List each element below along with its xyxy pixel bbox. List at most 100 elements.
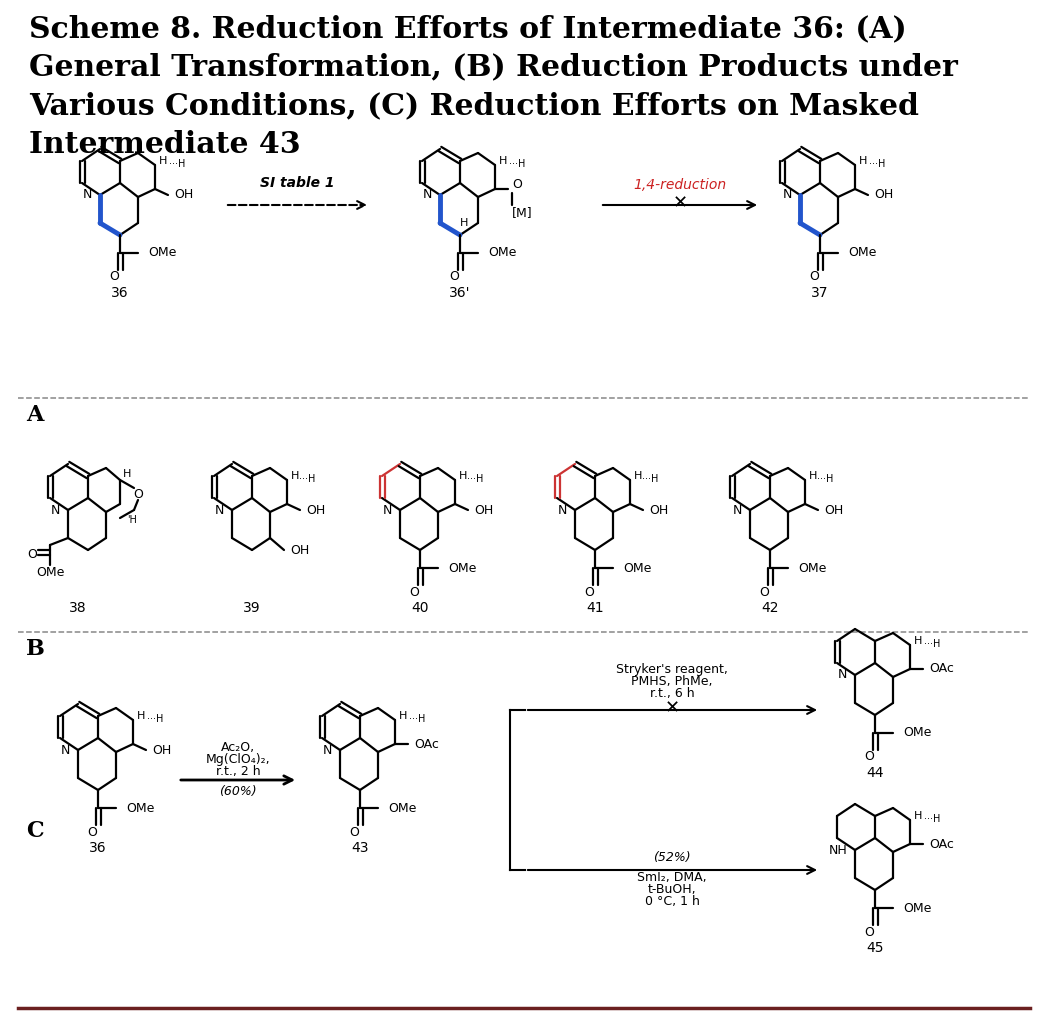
Text: O: O	[511, 178, 522, 191]
Text: O: O	[349, 825, 359, 839]
Text: ···H: ···H	[409, 714, 426, 724]
Text: PMHS, PhMe,: PMHS, PhMe,	[631, 676, 712, 688]
Text: H: H	[809, 471, 817, 481]
Text: 44: 44	[866, 766, 884, 780]
Text: 37: 37	[812, 286, 828, 300]
Text: 36: 36	[89, 841, 107, 855]
Text: Ac₂O,: Ac₂O,	[221, 741, 255, 755]
Text: OMe: OMe	[448, 561, 476, 574]
Text: SmI₂, DMA,: SmI₂, DMA,	[637, 871, 707, 885]
Text: 0 °C, 1 h: 0 °C, 1 h	[644, 896, 700, 908]
Text: [M]: [M]	[511, 207, 532, 219]
Text: H: H	[914, 811, 923, 821]
Text: OH: OH	[474, 504, 494, 516]
Text: N: N	[558, 504, 567, 516]
Text: C: C	[26, 820, 44, 842]
Text: H: H	[499, 156, 507, 166]
Text: N: N	[732, 504, 742, 516]
Text: OH: OH	[174, 188, 194, 202]
Text: ···H: ···H	[924, 639, 940, 649]
Text: O: O	[449, 270, 459, 284]
Text: OH: OH	[649, 504, 668, 516]
Text: N: N	[423, 188, 432, 202]
Text: OMe: OMe	[798, 561, 826, 574]
Text: ✕: ✕	[664, 699, 680, 717]
Text: N: N	[214, 504, 224, 516]
Text: Scheme 8. Reduction Efforts of Intermediate 36: (A)
General Transformation, (B) : Scheme 8. Reduction Efforts of Intermedi…	[29, 14, 958, 159]
Text: H: H	[459, 471, 468, 481]
Text: N: N	[322, 743, 332, 757]
Text: N: N	[838, 669, 847, 682]
Text: H: H	[159, 156, 167, 166]
Text: ···H: ···H	[467, 474, 483, 484]
Text: 42: 42	[761, 601, 779, 615]
Text: B: B	[26, 638, 45, 660]
Text: OMe: OMe	[36, 565, 64, 579]
Text: OAc: OAc	[929, 838, 954, 851]
Text: OMe: OMe	[126, 802, 155, 814]
Text: O: O	[409, 586, 419, 598]
Text: H: H	[291, 471, 299, 481]
Text: ···H: ···H	[169, 159, 185, 169]
Text: H: H	[914, 636, 923, 646]
Text: SI table 1: SI table 1	[259, 176, 335, 190]
Text: 1,4-reduction: 1,4-reduction	[634, 178, 727, 193]
Text: OMe: OMe	[848, 247, 877, 259]
Text: N: N	[782, 188, 792, 202]
Text: O: O	[759, 586, 769, 598]
Text: N: N	[61, 743, 70, 757]
Text: 'H: 'H	[127, 515, 137, 525]
Text: A: A	[26, 404, 43, 426]
Text: 45: 45	[866, 941, 884, 955]
Text: ✕: ✕	[673, 194, 687, 212]
Text: O: O	[584, 586, 594, 598]
Text: 39: 39	[243, 601, 260, 615]
Text: H: H	[459, 218, 468, 228]
Text: N: N	[83, 188, 92, 202]
Text: ···H: ···H	[869, 159, 885, 169]
Text: O: O	[87, 825, 97, 839]
Text: r.t., 2 h: r.t., 2 h	[215, 766, 260, 778]
Text: OH: OH	[306, 504, 325, 516]
Text: 36: 36	[111, 286, 129, 300]
Text: OH: OH	[874, 188, 893, 202]
Text: (60%): (60%)	[220, 785, 257, 799]
Text: OMe: OMe	[147, 247, 177, 259]
Text: OH: OH	[152, 743, 172, 757]
Text: H: H	[137, 711, 145, 721]
Text: O: O	[109, 270, 119, 284]
Text: H: H	[122, 469, 131, 479]
Text: O: O	[133, 487, 143, 501]
Text: N: N	[50, 504, 60, 516]
Text: OAc: OAc	[929, 663, 954, 676]
Text: H: H	[634, 471, 642, 481]
Text: ···H: ···H	[147, 714, 163, 724]
Text: ···H: ···H	[817, 474, 834, 484]
Text: r.t., 6 h: r.t., 6 h	[650, 687, 695, 700]
Text: 40: 40	[411, 601, 429, 615]
Text: O: O	[27, 548, 37, 560]
Text: OAc: OAc	[414, 737, 439, 751]
Text: OH: OH	[290, 544, 310, 556]
Text: 43: 43	[351, 841, 369, 855]
Text: OMe: OMe	[388, 802, 416, 814]
Text: (52%): (52%)	[653, 852, 690, 864]
Text: OMe: OMe	[903, 726, 931, 739]
Text: O: O	[864, 926, 874, 939]
Text: H: H	[399, 711, 407, 721]
Text: ···H: ···H	[509, 159, 525, 169]
Text: 41: 41	[586, 601, 604, 615]
Text: t-BuOH,: t-BuOH,	[647, 884, 697, 896]
Text: ···H: ···H	[924, 814, 940, 824]
Text: NH: NH	[828, 844, 847, 856]
Text: N: N	[383, 504, 392, 516]
Text: 36': 36'	[449, 286, 471, 300]
Text: 38: 38	[69, 601, 87, 615]
Text: Mg(ClO₄)₂,: Mg(ClO₄)₂,	[206, 754, 270, 767]
Text: O: O	[864, 751, 874, 764]
Text: Stryker's reagent,: Stryker's reagent,	[616, 664, 728, 677]
Text: OMe: OMe	[488, 247, 517, 259]
Text: H: H	[859, 156, 867, 166]
Text: ···H: ···H	[642, 474, 658, 484]
Text: OH: OH	[824, 504, 843, 516]
